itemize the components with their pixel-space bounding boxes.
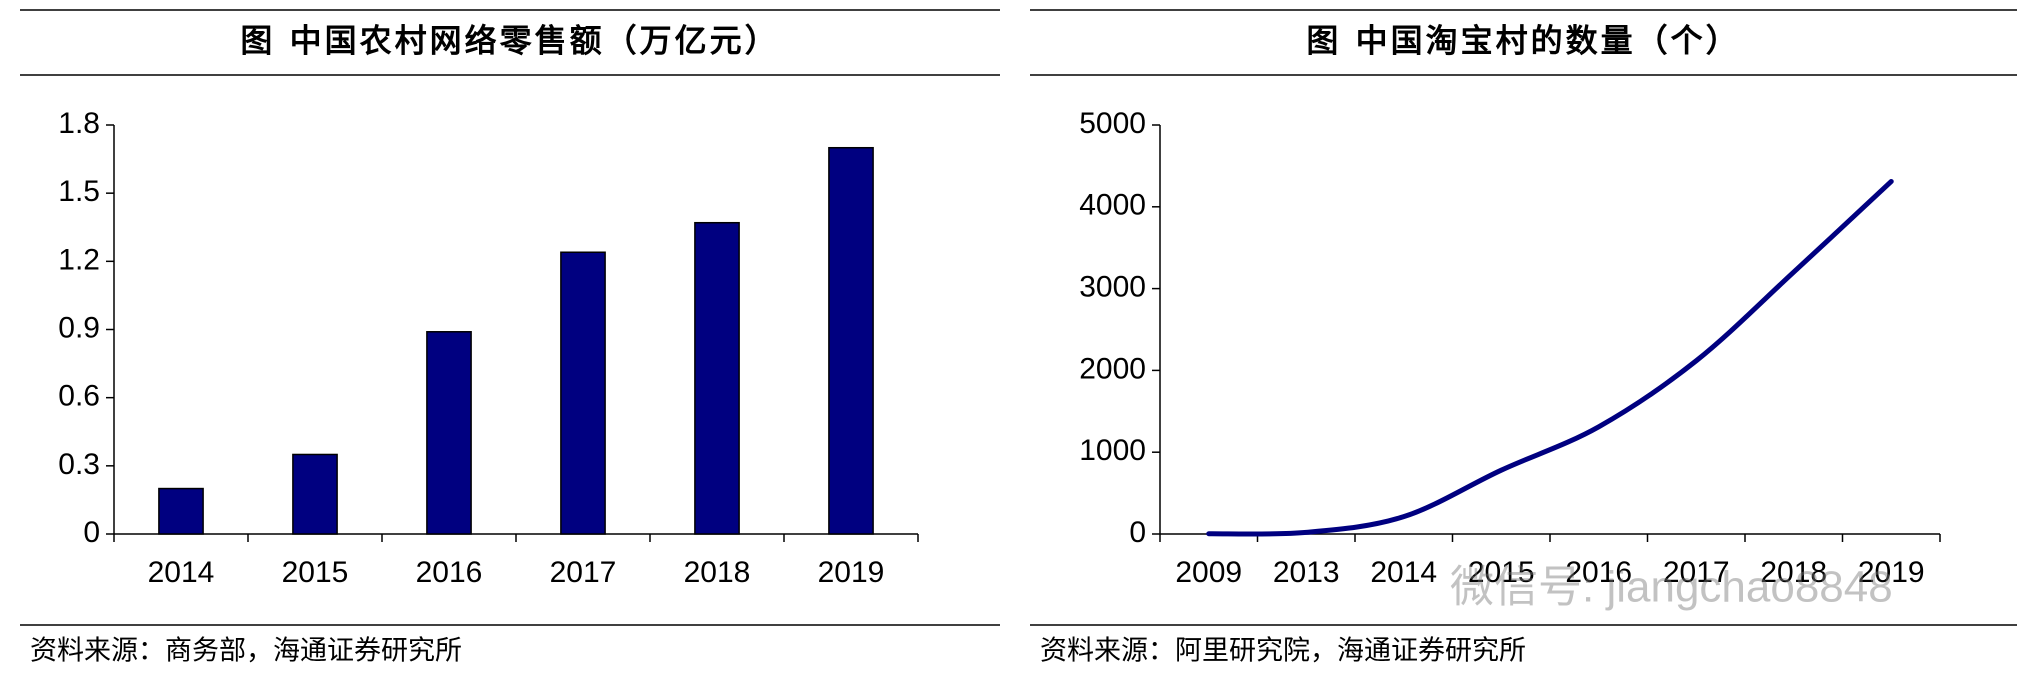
bar bbox=[828, 146, 874, 535]
x-tick-label: 2009 bbox=[1175, 556, 1242, 589]
chart-title: 图 中国淘宝村的数量（个） bbox=[1306, 22, 1740, 60]
y-tick-label: 2000 bbox=[1079, 352, 1146, 385]
x-tick-label: 2018 bbox=[1760, 556, 1827, 589]
x-tick-label: 2019 bbox=[818, 556, 885, 589]
x-tick-label: 2015 bbox=[1468, 556, 1535, 589]
line-series bbox=[1206, 178, 1894, 537]
x-tick-label: 2017 bbox=[550, 556, 617, 589]
bar bbox=[426, 331, 472, 535]
x-tick-label: 2018 bbox=[684, 556, 751, 589]
chart-panel: 图 中国淘宝村的数量（个） 资料来源：阿里研究院，海通证券研究所 0 1000 2000… bbox=[1030, 9, 2017, 667]
x-tick-label: 2015 bbox=[282, 556, 349, 589]
x-tick-label: 2014 bbox=[148, 556, 215, 589]
chart-title: 图 中国农村网络零售额（万亿元） bbox=[240, 22, 779, 60]
bar bbox=[694, 221, 740, 535]
y-tick-label: 4000 bbox=[1079, 189, 1146, 222]
x-tick-label: 2019 bbox=[1858, 556, 1925, 589]
bar bbox=[158, 487, 204, 535]
y-tick-label: 3000 bbox=[1079, 271, 1146, 304]
bar bbox=[560, 251, 606, 535]
y-tick-label: 1.8 bbox=[58, 107, 100, 140]
source-note: 资料来源：阿里研究院，海通证券研究所 bbox=[1040, 636, 1526, 667]
chart-panel: 图 中国农村网络零售额（万亿元） 资料来源：商务部，海通证券研究所 0 0.3 0.6 0… bbox=[20, 9, 1000, 667]
source-note: 资料来源：商务部，海通证券研究所 bbox=[30, 636, 462, 667]
y-tick-label: 0.9 bbox=[58, 311, 100, 344]
y-tick-label: 1000 bbox=[1079, 434, 1146, 467]
x-tick-label: 2017 bbox=[1663, 556, 1730, 589]
x-tick-label: 2013 bbox=[1273, 556, 1340, 589]
x-tick-label: 2016 bbox=[416, 556, 483, 589]
x-tick-label: 2014 bbox=[1370, 556, 1437, 589]
bar bbox=[292, 453, 338, 535]
watermark: 微信号: jiangchao8848 bbox=[1450, 563, 1893, 612]
y-tick-label: 5000 bbox=[1079, 107, 1146, 140]
y-tick-label: 0 bbox=[83, 516, 100, 549]
y-tick-label: 0.6 bbox=[58, 380, 100, 413]
y-tick-label: 1.2 bbox=[58, 243, 100, 276]
x-tick-label: 2016 bbox=[1565, 556, 1632, 589]
y-tick-label: 0.3 bbox=[58, 448, 100, 481]
y-tick-label: 0 bbox=[1129, 516, 1146, 549]
y-tick-label: 1.5 bbox=[58, 175, 100, 208]
